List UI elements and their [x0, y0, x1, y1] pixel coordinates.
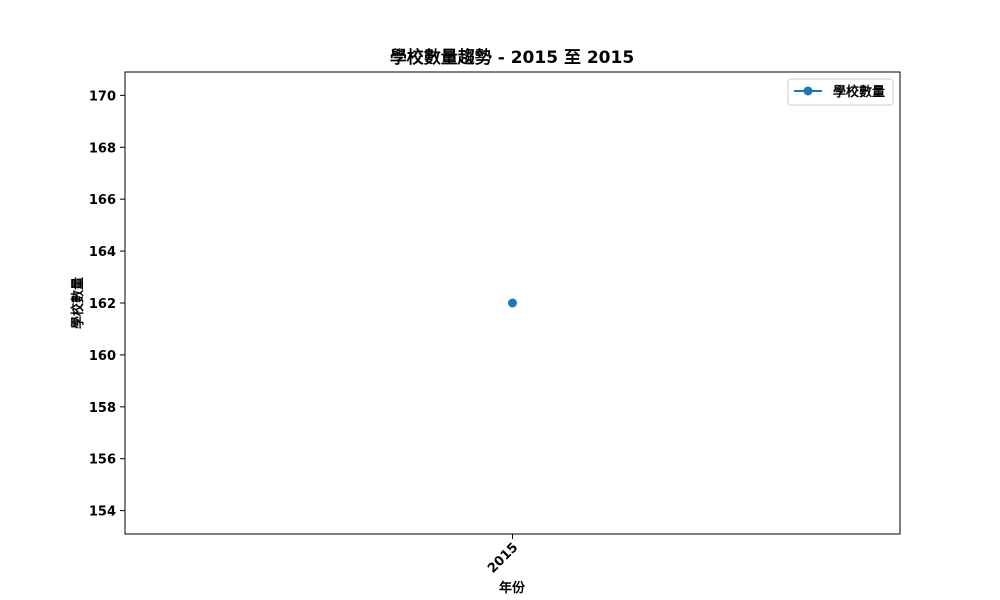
legend-marker [803, 86, 813, 96]
legend: 學校數量 [787, 78, 894, 106]
y-tick-label: 166 [89, 193, 116, 208]
y-tick-label: 158 [89, 401, 116, 416]
y-tick-label: 154 [89, 505, 116, 520]
chart-title: 學校數量趨勢 - 2015 至 2015 [390, 47, 634, 68]
series-layer [508, 298, 517, 308]
y-axis: 154 156 158 160 162 164 166 168 170 [89, 89, 125, 520]
y-axis-label: 學校數量 [70, 277, 86, 329]
y-tick-label: 156 [89, 453, 116, 468]
y-tick-label: 164 [89, 245, 116, 260]
y-tick-label: 162 [89, 297, 116, 312]
legend-box [787, 78, 894, 106]
y-tick-label: 160 [89, 349, 116, 364]
x-axis: 2015 [485, 534, 521, 576]
y-tick-label: 168 [89, 141, 116, 156]
x-tick-label: 2015 [485, 540, 521, 576]
y-tick-label: 170 [89, 89, 116, 104]
legend-label: 學校數量 [833, 84, 885, 100]
data-point [508, 298, 517, 308]
x-axis-label: 年份 [499, 580, 526, 596]
